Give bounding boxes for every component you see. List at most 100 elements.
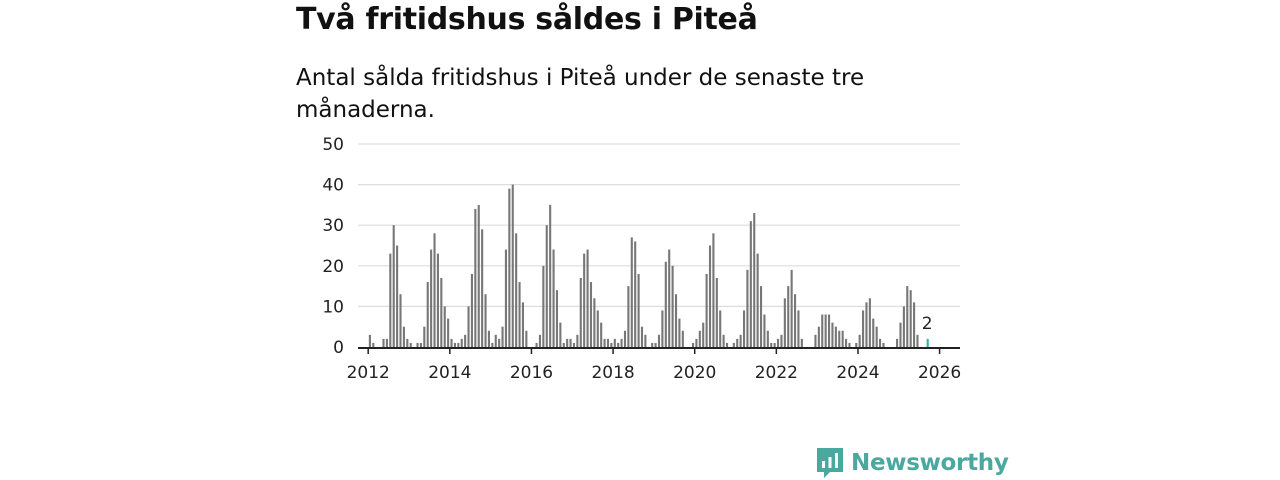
bar	[436, 253, 439, 347]
x-tick-label: 2012	[347, 363, 390, 383]
bar	[899, 322, 902, 347]
bar	[732, 342, 735, 347]
bar	[630, 237, 633, 347]
bar	[770, 342, 773, 347]
bar	[838, 330, 841, 347]
bar	[566, 338, 569, 347]
bar	[620, 338, 623, 347]
bar	[712, 233, 715, 347]
bar	[382, 338, 385, 347]
bar	[831, 322, 834, 347]
bar	[498, 338, 501, 347]
bar	[882, 342, 885, 347]
bar	[834, 326, 837, 347]
bar	[474, 208, 477, 347]
y-axis-ticks: 0 10 20 30 40 50	[322, 135, 344, 358]
bar	[440, 277, 443, 347]
bar	[508, 188, 511, 347]
bar	[640, 326, 644, 347]
bar	[552, 249, 555, 347]
bar	[739, 334, 742, 347]
bar	[790, 269, 793, 347]
bar	[691, 342, 695, 347]
bar	[780, 334, 783, 347]
bar	[385, 338, 388, 347]
bar	[569, 338, 572, 347]
bar	[766, 330, 769, 347]
bar	[406, 338, 409, 347]
bar	[753, 213, 756, 347]
bar	[589, 282, 593, 347]
bar	[668, 249, 671, 347]
y-tick-label: 20	[322, 257, 344, 277]
gridlines	[358, 143, 960, 307]
bar	[409, 342, 412, 347]
bar	[430, 249, 433, 347]
bar	[501, 326, 504, 347]
bars	[368, 184, 929, 347]
bar	[399, 294, 402, 347]
bar	[855, 342, 858, 347]
bar	[481, 229, 484, 347]
bar	[674, 294, 678, 347]
bar	[872, 318, 875, 347]
bar	[545, 225, 548, 347]
bar-highlight	[926, 338, 929, 347]
bar	[467, 306, 470, 347]
bar	[368, 334, 371, 347]
bar	[487, 330, 490, 347]
bar	[559, 322, 562, 347]
bar	[634, 241, 637, 347]
bar	[868, 298, 871, 347]
bar	[906, 286, 909, 347]
bar	[494, 334, 497, 347]
bar	[392, 225, 395, 347]
bar	[504, 249, 508, 347]
x-tick-label: 2016	[510, 363, 553, 383]
bar	[402, 326, 405, 347]
last-value-label: 2	[922, 314, 933, 334]
bar	[845, 338, 848, 347]
bar	[396, 245, 399, 347]
bar	[596, 310, 599, 347]
bar	[477, 204, 480, 347]
bar	[705, 273, 708, 347]
bar	[603, 338, 606, 347]
bar	[610, 342, 613, 347]
bar	[661, 310, 664, 347]
y-tick-label: 30	[322, 216, 344, 236]
bar	[862, 310, 865, 347]
y-tick-label: 0	[333, 338, 344, 358]
bar	[617, 342, 620, 347]
bar	[535, 342, 538, 347]
bar	[627, 286, 630, 347]
bar	[583, 253, 586, 347]
bar	[657, 334, 661, 347]
bar	[600, 322, 603, 347]
bar	[593, 298, 596, 347]
bar	[681, 330, 684, 347]
y-tick-label: 50	[322, 135, 344, 155]
bar	[453, 342, 456, 347]
bar	[651, 342, 654, 347]
brand-name: Newsworthy	[851, 450, 1009, 476]
bar	[460, 338, 463, 347]
bar	[644, 334, 647, 347]
bar	[824, 314, 827, 347]
bar	[742, 310, 746, 347]
bar	[828, 314, 831, 347]
bar	[787, 286, 790, 347]
x-tick-label: 2014	[428, 363, 471, 383]
x-tick-label: 2026	[918, 363, 961, 383]
bar	[821, 314, 824, 347]
bar	[423, 326, 426, 347]
bar	[538, 334, 542, 347]
bar	[783, 298, 786, 347]
x-tick-label: 2022	[755, 363, 798, 383]
bar	[719, 310, 722, 347]
chart-title: Två fritidshus såldes i Piteå	[296, 2, 758, 37]
bar	[749, 221, 752, 347]
bar	[848, 342, 851, 347]
bar	[637, 273, 640, 347]
bar	[722, 334, 725, 347]
